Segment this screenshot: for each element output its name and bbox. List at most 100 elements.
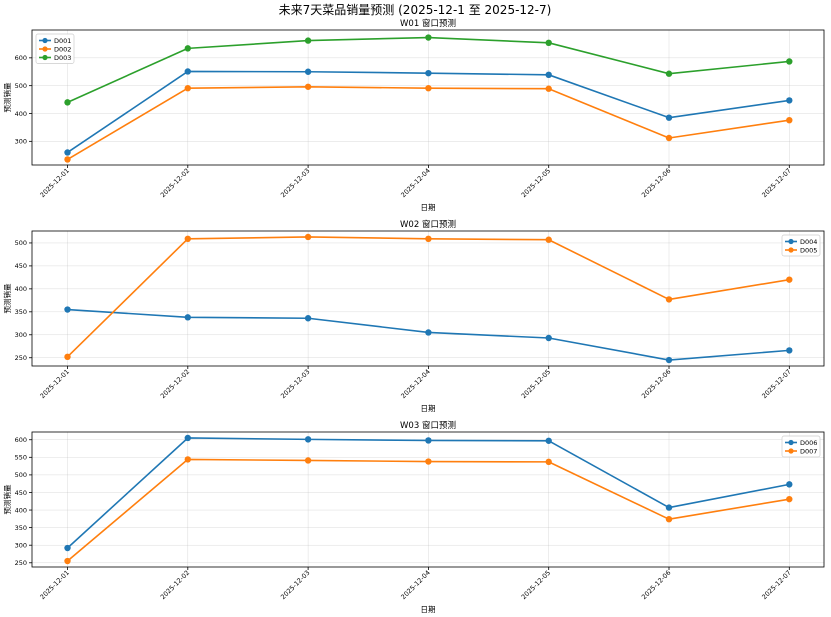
legend-label: D002 <box>54 45 71 53</box>
y-tick-label: 450 <box>15 262 27 270</box>
legend-label: D005 <box>800 246 817 254</box>
x-tick-label: 2025-12-05 <box>520 368 552 400</box>
data-point-D003 <box>786 58 793 65</box>
y-tick-label: 500 <box>15 82 27 90</box>
y-tick-label: 600 <box>15 54 27 62</box>
data-point-D006 <box>304 436 312 443</box>
data-point-D003 <box>425 34 432 41</box>
data-point-D007 <box>64 557 71 565</box>
data-point-D002 <box>786 116 793 124</box>
data-point-D007 <box>425 458 432 465</box>
x-tick-label: 2025-12-03 <box>279 167 311 199</box>
x-tick-label: 2025-12-04 <box>399 368 431 400</box>
x-tick-label: 2025-12-04 <box>399 569 431 601</box>
x-tick-label: 2025-12-06 <box>640 368 672 400</box>
legend-marker-D006 <box>788 439 794 446</box>
data-point-D007 <box>665 515 673 523</box>
plot-frame <box>31 29 825 166</box>
subplot-title: W01 窗口预测 <box>400 18 456 29</box>
data-point-D005 <box>545 236 552 243</box>
data-point-D005 <box>64 353 71 361</box>
y-axis-label: 预测销量 <box>2 484 12 514</box>
figure-title: 未来7天菜品销量预测 (2025-12-1 至 2025-12-7) <box>279 3 552 17</box>
data-point-D002 <box>425 84 432 92</box>
data-point-D001 <box>545 71 552 79</box>
y-tick-label: 300 <box>15 138 27 146</box>
x-tick-label: 2025-12-02 <box>159 368 191 400</box>
data-point-D004 <box>64 306 71 313</box>
legend-marker-D004 <box>788 238 794 245</box>
x-tick-label: 2025-12-01 <box>39 167 71 199</box>
subplot-1: W01 窗口预测 300 400 500 600 2025-12-01 2025-12-02… <box>2 18 825 212</box>
data-point-D004 <box>786 347 793 354</box>
data-point-D005 <box>425 235 432 243</box>
x-tick-label: 2025-12-05 <box>520 569 552 601</box>
y-axis-label: 预测销量 <box>2 283 12 313</box>
y-tick-label: 550 <box>15 454 27 462</box>
x-tick-label: 2025-12-03 <box>279 569 311 601</box>
data-point-D006 <box>786 481 793 488</box>
data-point-D001 <box>786 97 793 104</box>
x-tick-label: 2025-12-07 <box>760 569 792 601</box>
x-tick-label: 2025-12-07 <box>760 167 792 199</box>
x-tick-label: 2025-12-01 <box>39 368 71 400</box>
y-tick-label: 350 <box>15 308 27 316</box>
data-point-D003 <box>184 45 191 52</box>
plot-frame <box>31 431 825 568</box>
y-tick-label: 350 <box>15 524 27 532</box>
y-tick-label: 400 <box>15 506 27 514</box>
y-tick-label: 500 <box>15 471 27 479</box>
data-point-D004 <box>545 334 552 342</box>
y-tick-label: 500 <box>15 239 27 247</box>
x-tick-label: 2025-12-05 <box>520 167 552 199</box>
data-point-D003 <box>304 37 312 44</box>
x-axis-label: 日期 <box>421 605 436 614</box>
legend-marker-D005 <box>788 247 794 253</box>
data-point-D006 <box>425 437 432 444</box>
data-point-D005 <box>786 276 793 283</box>
x-tick-label: 2025-12-06 <box>640 167 672 199</box>
data-point-D003 <box>545 39 552 47</box>
subplot-3: W03 窗口预测 250 300 350 400 450 500 550 600 2025-12-… <box>2 420 825 614</box>
y-tick-label: 400 <box>15 285 27 293</box>
subplot-title: W03 窗口预测 <box>400 420 456 431</box>
data-point-D007 <box>184 456 191 463</box>
data-point-D006 <box>545 437 552 444</box>
data-point-D002 <box>304 83 312 90</box>
data-point-D007 <box>786 495 793 503</box>
data-point-D002 <box>665 134 673 142</box>
x-tick-label: 2025-12-02 <box>159 167 191 199</box>
data-point-D004 <box>665 356 673 364</box>
data-point-D005 <box>665 296 673 303</box>
legend-marker-D001 <box>42 37 48 44</box>
data-point-D007 <box>304 457 312 464</box>
data-point-D003 <box>665 70 673 77</box>
y-axis-label: 预测销量 <box>2 82 12 112</box>
x-tick-label: 2025-12-01 <box>39 569 71 601</box>
y-tick-label: 250 <box>15 354 27 362</box>
x-tick-label: 2025-12-07 <box>760 368 792 400</box>
x-tick-label: 2025-12-03 <box>279 368 311 400</box>
data-point-D006 <box>64 544 71 552</box>
data-point-D005 <box>184 235 191 243</box>
x-axis-label: 日期 <box>421 203 436 212</box>
plot-frame <box>31 230 825 367</box>
legend-label: D007 <box>800 447 817 455</box>
x-axis-label: 日期 <box>421 404 436 413</box>
data-point-D006 <box>184 434 191 442</box>
data-point-D004 <box>425 329 432 336</box>
y-tick-label: 600 <box>15 436 27 444</box>
data-point-D001 <box>64 149 71 156</box>
subplot-title: W02 窗口预测 <box>400 219 456 230</box>
legend-label: D004 <box>800 238 817 246</box>
data-point-D007 <box>545 458 552 466</box>
y-tick-label: 250 <box>15 559 27 567</box>
legend-label: D006 <box>800 439 817 447</box>
data-point-D001 <box>184 68 191 75</box>
data-point-D002 <box>545 85 552 92</box>
legend-marker-D002 <box>42 46 48 52</box>
legend-marker-D003 <box>42 54 48 61</box>
data-point-D004 <box>304 315 312 322</box>
data-point-D002 <box>64 156 71 163</box>
